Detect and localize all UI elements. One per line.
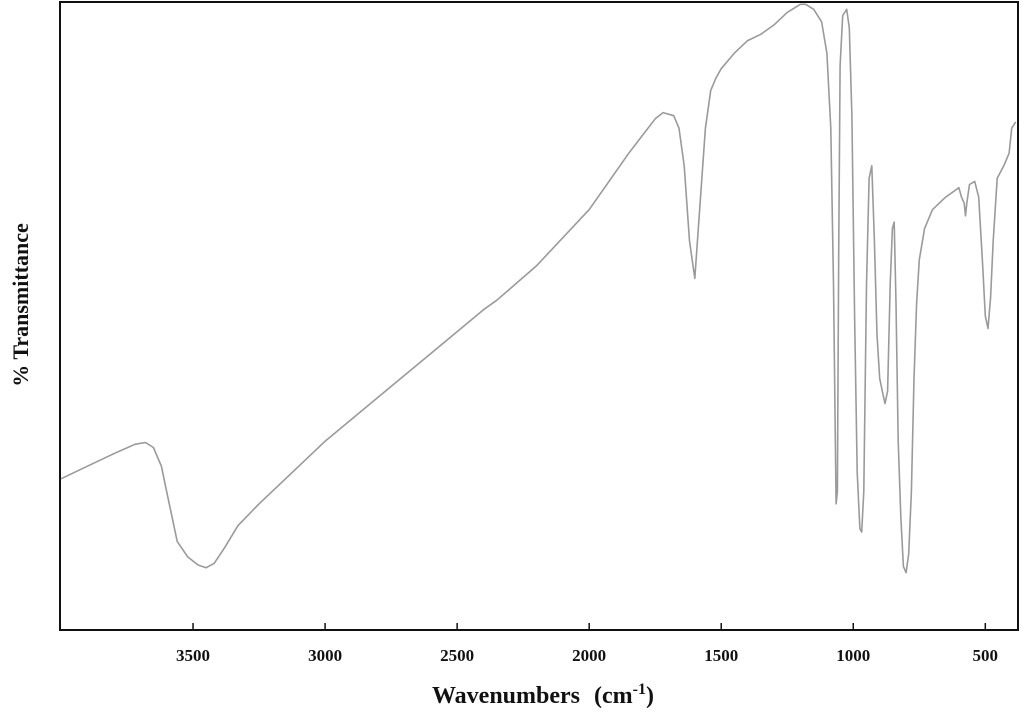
- x-ticks: 3500 3000 2500 2000 1500 1000 500: [176, 623, 998, 665]
- x-tick-label: 3500: [176, 646, 210, 665]
- x-axis-unit-open: (cm: [594, 683, 633, 709]
- y-axis-label: % Transmittance: [8, 223, 33, 387]
- x-axis-unit: (cm-1): [594, 681, 654, 709]
- x-tick-label: 3000: [308, 646, 342, 665]
- x-axis-unit-sup: -1: [633, 681, 646, 698]
- x-tick-label: 1500: [704, 646, 738, 665]
- x-tick-label: 500: [973, 646, 999, 665]
- spectrum-line: [60, 3, 1017, 574]
- x-tick-label: 2500: [440, 646, 474, 665]
- plot-frame: [59, 1, 1019, 631]
- series-group: [60, 3, 1017, 574]
- x-axis-unit-close: ): [646, 683, 654, 709]
- x-axis-label: Wavenumbers: [432, 683, 580, 709]
- x-tick-label: 2000: [572, 646, 606, 665]
- x-tick-label: 1000: [836, 646, 870, 665]
